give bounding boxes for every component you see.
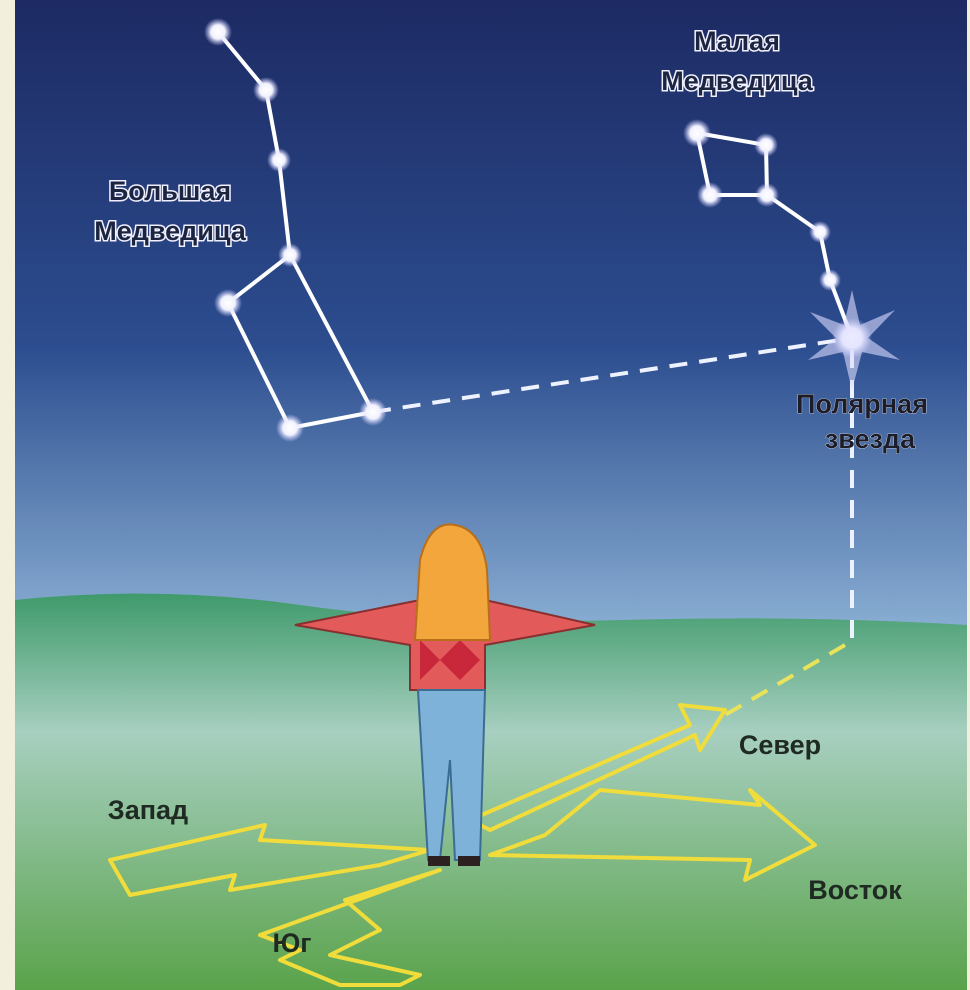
ground — [15, 594, 967, 990]
polaris-label: Полярная — [796, 389, 928, 419]
north-label: Север — [739, 730, 821, 760]
little-dipper-label: Малая — [694, 26, 780, 56]
little-dipper-label: Медведица — [661, 66, 814, 96]
big-dipper-label: Большая — [109, 176, 231, 206]
south-label: Юг — [272, 928, 311, 958]
illustration: Большая Медведица Малая Медведица Полярн… — [0, 0, 970, 990]
west-label: Запад — [108, 795, 188, 825]
big-dipper-label: Медведица — [94, 216, 247, 246]
east-label: Восток — [808, 875, 902, 905]
polaris-label: звезда — [825, 424, 916, 454]
